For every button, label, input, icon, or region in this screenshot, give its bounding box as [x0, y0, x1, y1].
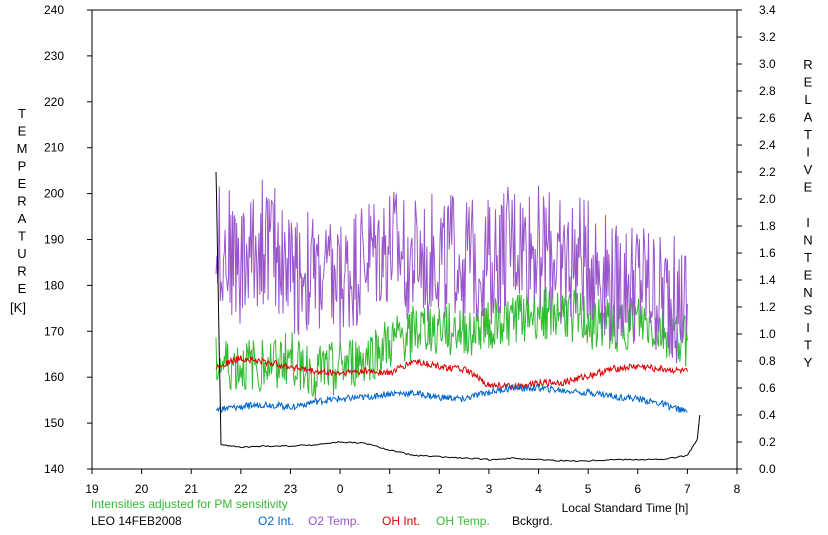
right-tick-label: 3.0: [759, 57, 776, 71]
series-line-oh-int-: [215, 355, 688, 390]
left-tick-label: 240: [44, 3, 64, 17]
right-axis-letter: I: [806, 215, 810, 230]
left-axis-letter: A: [18, 211, 27, 226]
right-axis-letter: T: [804, 250, 812, 265]
left-axis-unit: [K]: [10, 300, 26, 315]
legend-entry: Bckgrd.: [512, 514, 553, 528]
right-axis-letter: L: [804, 92, 811, 107]
right-tick-label: 0.0: [759, 462, 776, 476]
series-line-bckgrd-: [215, 171, 701, 463]
left-tick-label: 190: [44, 233, 64, 247]
right-tick-label: 1.0: [759, 327, 776, 341]
left-axis-letter: E: [18, 176, 27, 191]
x-tick-label: 6: [634, 482, 641, 496]
x-axis-label: Local Standard Time [h]: [562, 501, 689, 515]
x-tick-label: 4: [535, 482, 542, 496]
x-tick-label: 20: [135, 482, 149, 496]
x-tick-label: 5: [585, 482, 592, 496]
x-tick-label: 22: [234, 482, 248, 496]
right-axis-letter: S: [804, 303, 813, 318]
left-tick-label: 180: [44, 278, 64, 292]
left-tick-label: 140: [44, 462, 64, 476]
right-tick-label: 0.2: [759, 435, 776, 449]
right-tick-label: 2.4: [759, 138, 776, 152]
right-tick-label: 0.6: [759, 381, 776, 395]
left-axis-letter: E: [18, 281, 27, 296]
right-axis-letter: T: [804, 338, 812, 353]
right-axis-letter: A: [804, 110, 813, 125]
left-tick-label: 170: [44, 324, 64, 338]
legend-entry: O2 Int.: [258, 514, 294, 528]
x-axis-ticks: 19 20 21 22 23 0 1 2 3 4 5 6 7 8: [85, 469, 741, 496]
right-tick-label: 2.6: [759, 111, 776, 125]
left-axis-ticks: 140 150 160 170 180 190 200 210 220 230 240: [44, 3, 92, 476]
right-axis-letter: V: [804, 162, 813, 177]
right-tick-label: 0.8: [759, 354, 776, 368]
right-tick-label: 2.0: [759, 192, 776, 206]
left-axis-letter: U: [17, 246, 26, 261]
left-tick-label: 150: [44, 416, 64, 430]
left-axis-letter: R: [17, 264, 26, 279]
right-axis-letter: E: [804, 75, 813, 90]
left-axis-letter: M: [17, 141, 28, 156]
right-tick-label: 0.4: [759, 408, 776, 422]
right-tick-label: 3.4: [759, 3, 776, 17]
x-tick-label: 2: [436, 482, 443, 496]
left-axis-letter: T: [18, 106, 26, 121]
right-axis-letter: E: [804, 180, 813, 195]
left-axis-letter: E: [18, 124, 27, 139]
right-axis-ticks: 0.0 0.2 0.4 0.6 0.8 1.0 1.2 1.4 1.6 1.8 2.0 2.2 2.4 2…: [737, 3, 776, 476]
left-axis-letter: R: [17, 194, 26, 209]
right-axis-letter: I: [806, 145, 810, 160]
series-line-o2-int-: [215, 383, 688, 414]
series-line-o2-temp-: [215, 179, 688, 364]
legend-entry: O2 Temp.: [308, 514, 360, 528]
right-tick-label: 3.2: [759, 30, 776, 44]
right-axis-letter: Y: [804, 355, 813, 370]
x-tick-label: 23: [284, 482, 298, 496]
legend: O2 Int. O2 Temp. OH Int. OH Temp. Bckgrd.: [258, 514, 553, 528]
x-tick-label: 7: [684, 482, 691, 496]
right-tick-label: 2.2: [759, 165, 776, 179]
left-tick-label: 210: [44, 141, 64, 155]
right-axis-letter: N: [803, 233, 812, 248]
x-tick-label: 21: [185, 482, 199, 496]
x-tick-label: 1: [386, 482, 393, 496]
x-tick-label: 8: [734, 482, 741, 496]
right-tick-label: 1.4: [759, 273, 776, 287]
right-tick-label: 1.6: [759, 246, 776, 260]
legend-entry: OH Int.: [382, 514, 420, 528]
station-date: LEO 14FEB2008: [91, 514, 182, 528]
right-axis-letter: N: [803, 285, 812, 300]
right-tick-label: 2.8: [759, 84, 776, 98]
right-axis-letter: E: [804, 268, 813, 283]
left-tick-label: 200: [44, 187, 64, 201]
right-tick-label: 1.8: [759, 219, 776, 233]
left-axis-letter: P: [18, 159, 27, 174]
right-axis-letter: I: [806, 320, 810, 335]
series-line-oh-temp-: [215, 286, 688, 401]
sensitivity-note: Intensities adjusted for PM sensitivity: [91, 497, 288, 511]
x-tick-label: 19: [85, 482, 99, 496]
left-axis-letter: T: [18, 229, 26, 244]
left-tick-label: 220: [44, 95, 64, 109]
series-layer: [215, 171, 701, 463]
right-tick-label: 1.2: [759, 300, 776, 314]
x-tick-label: 3: [486, 482, 493, 496]
right-axis-letter: T: [804, 127, 812, 142]
x-tick-label: 0: [337, 482, 344, 496]
left-tick-label: 160: [44, 370, 64, 384]
legend-entry: OH Temp.: [436, 514, 490, 528]
left-tick-label: 230: [44, 49, 64, 63]
right-axis-letter: R: [803, 57, 812, 72]
